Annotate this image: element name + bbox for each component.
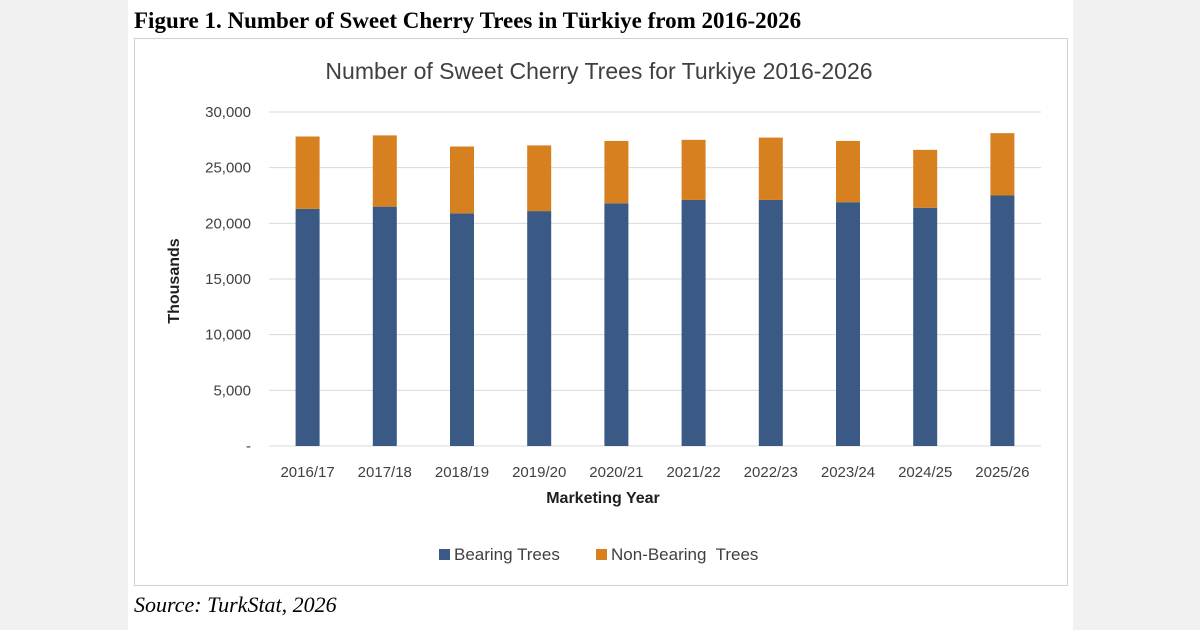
chart-title: Number of Sweet Cherry Trees for Turkiye… xyxy=(325,58,872,84)
y-tick-label: 10,000 xyxy=(205,327,251,344)
bar-bearing-trees xyxy=(604,203,629,446)
bar-non-bearing-trees xyxy=(527,145,552,212)
bar-bearing-trees xyxy=(372,206,397,446)
x-tick-label: 2021/22 xyxy=(666,464,720,481)
legend-swatch-non-bearing xyxy=(596,549,607,560)
bar-bearing-trees xyxy=(990,195,1015,446)
x-tick-label: 2025/26 xyxy=(975,464,1029,481)
legend: Bearing Trees Non-Bearing Trees xyxy=(439,545,758,564)
bar-non-bearing-trees xyxy=(990,133,1015,196)
figure-caption: Figure 1. Number of Sweet Cherry Trees i… xyxy=(134,8,802,33)
legend-label-non-bearing: Non-Bearing Trees xyxy=(611,545,758,564)
y-axis-ticks: - 5,000 10,000 15,000 20,000 25,000 30,000 xyxy=(205,104,251,455)
bar-bearing-trees xyxy=(450,213,474,446)
x-tick-label: 2018/19 xyxy=(435,464,489,481)
bar-bearing-trees xyxy=(527,211,552,446)
y-tick-label: 15,000 xyxy=(205,271,251,288)
y-axis-title: Thousands xyxy=(166,238,183,323)
bar-non-bearing-trees xyxy=(295,136,320,209)
y-tick-label: 30,000 xyxy=(205,104,251,121)
x-tick-label: 2023/24 xyxy=(821,464,875,481)
y-tick-label: 20,000 xyxy=(205,215,251,232)
legend-swatch-bearing xyxy=(439,549,450,560)
bar-bearing-trees xyxy=(295,208,320,446)
x-tick-label: 2016/17 xyxy=(280,464,334,481)
bar-bearing-trees xyxy=(913,207,938,446)
x-tick-label: 2019/20 xyxy=(512,464,566,481)
document-page: Figure 1. Number of Sweet Cherry Trees i… xyxy=(128,0,1073,630)
x-tick-label: 2020/21 xyxy=(589,464,643,481)
gridlines xyxy=(269,111,1041,447)
bar-non-bearing-trees xyxy=(758,137,783,200)
bar-non-bearing-trees xyxy=(681,139,706,200)
x-tick-label: 2024/25 xyxy=(898,464,952,481)
x-tick-label: 2022/23 xyxy=(744,464,798,481)
x-tick-label: 2017/18 xyxy=(358,464,412,481)
chart-frame: Number of Sweet Cherry Trees for Turkiye… xyxy=(134,38,1068,586)
stacked-bar-chart: Number of Sweet Cherry Trees for Turkiye… xyxy=(166,58,1041,564)
x-axis-ticks: 2016/17 2017/18 2018/19 2019/20 2020/21 2021/… xyxy=(280,464,1029,481)
legend-label-bearing: Bearing Trees xyxy=(454,545,560,564)
bar-non-bearing-trees xyxy=(836,140,860,203)
bar-non-bearing-trees xyxy=(450,146,474,214)
y-tick-label: 25,000 xyxy=(205,160,251,177)
y-tick-label: 5,000 xyxy=(213,382,251,399)
bar-non-bearing-trees xyxy=(372,135,397,207)
x-axis-title: Marketing Year xyxy=(546,490,660,507)
source-note: Source: TurkStat, 2026 xyxy=(134,592,337,617)
bar-non-bearing-trees xyxy=(913,149,938,208)
bar-bearing-trees xyxy=(758,199,783,446)
bars xyxy=(295,133,1015,446)
bar-bearing-trees xyxy=(681,199,706,446)
bar-bearing-trees xyxy=(836,202,860,446)
bar-non-bearing-trees xyxy=(604,140,629,204)
y-tick-label: - xyxy=(246,438,251,455)
